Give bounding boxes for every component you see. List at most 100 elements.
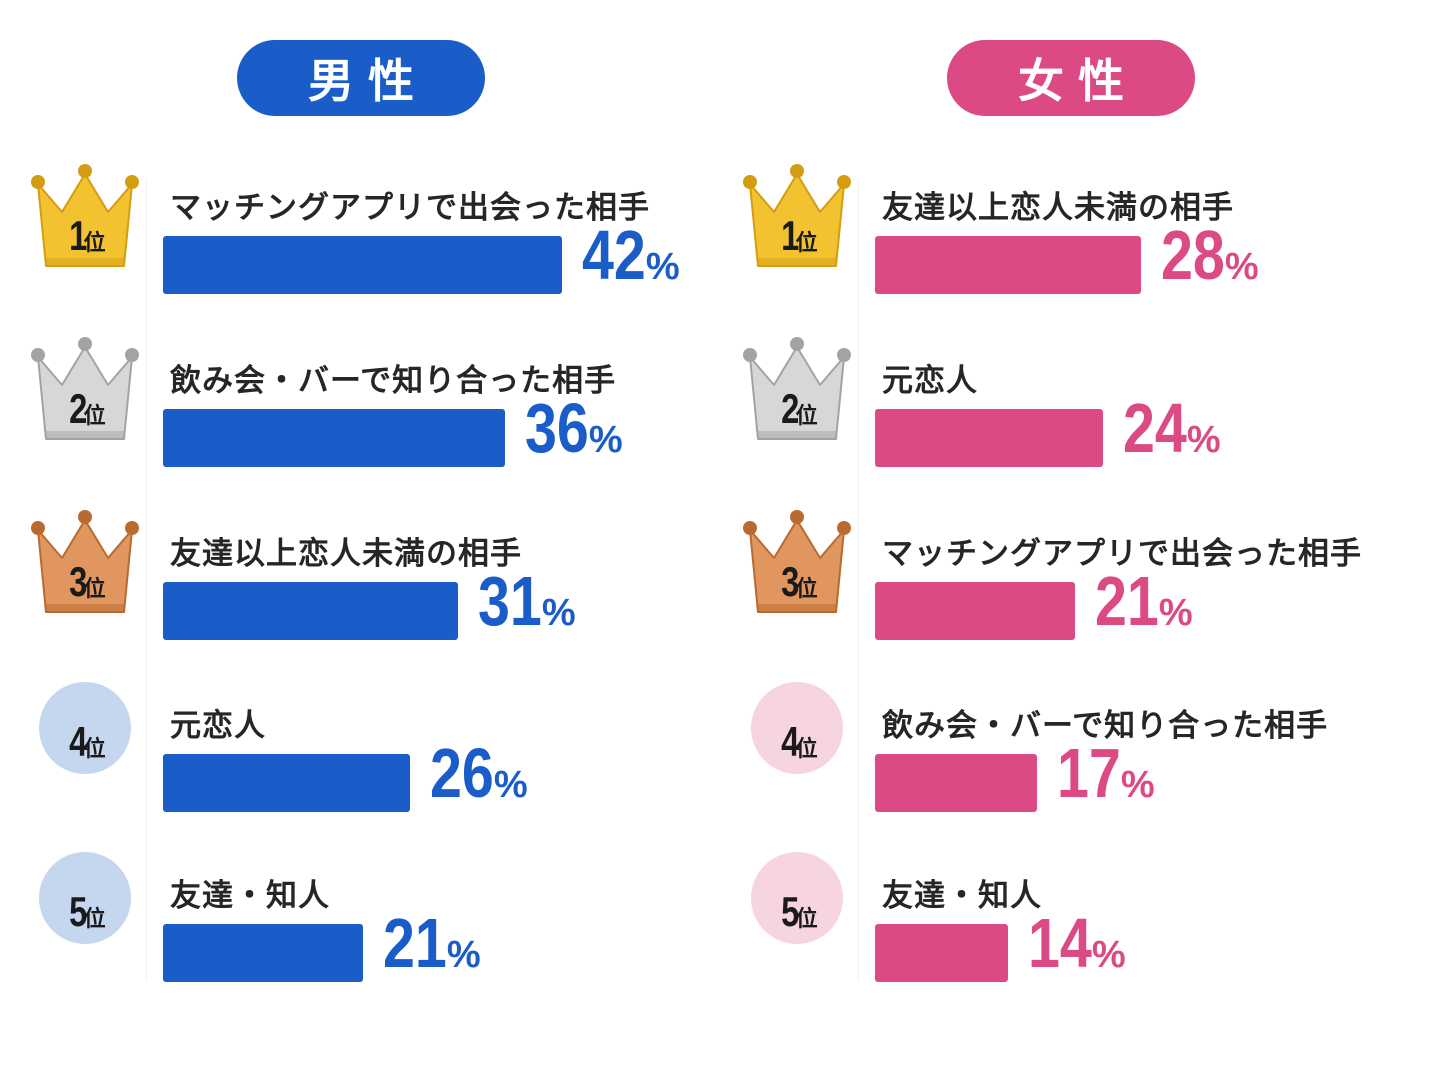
rank-circle: [39, 682, 131, 774]
value-label: 17%: [1057, 738, 1155, 808]
percent-sign: %: [1186, 419, 1221, 461]
rank-crown-badge: 3位: [742, 510, 852, 620]
crown-icon: [743, 337, 851, 440]
rank-number: 5: [781, 888, 800, 935]
bar: [163, 409, 505, 467]
rank-circle-badge: 5位: [742, 852, 852, 962]
crown-jewel: [31, 175, 45, 189]
rank-number: 2: [781, 385, 800, 432]
value-number: 28: [1161, 216, 1225, 294]
rank-suffix: 位: [795, 231, 818, 256]
category-label: 飲み会・バーで知り合った相手: [882, 708, 1329, 744]
crown-band: [758, 258, 836, 266]
bar: [875, 754, 1037, 812]
rank-row: 1位 マッチングアプリで出会った相手 42%: [0, 164, 724, 332]
rank-suffix: 位: [795, 907, 818, 932]
female-panel: 女性 1位 友達以上恋人未満の相手 28% 2位 元恋人 24% 3位 マッチングアプリで出会…: [712, 0, 1436, 1086]
male-divider: [146, 180, 147, 980]
value-label: 26%: [430, 738, 528, 808]
rank-number: 3: [69, 558, 88, 605]
percent-sign: %: [493, 764, 528, 806]
rank-suffix: 位: [83, 231, 106, 256]
crown-band: [46, 604, 124, 612]
value-label: 28%: [1161, 220, 1259, 290]
value-label: 14%: [1028, 908, 1126, 978]
bar: [163, 582, 458, 640]
rank-circle-badge: 4位: [30, 682, 140, 792]
percent-sign: %: [1224, 246, 1259, 288]
bar: [163, 754, 410, 812]
rank-row: 3位 友達以上恋人未満の相手 31%: [0, 510, 724, 678]
crown-icon: [31, 164, 139, 267]
rank-row: 5位 友達・知人 14%: [712, 852, 1436, 1020]
crown-jewel: [125, 175, 139, 189]
rank-row: 5位 友達・知人 21%: [0, 852, 724, 1020]
value-number: 14: [1028, 904, 1092, 982]
male-panel: 男性 1位 マッチングアプリで出会った相手 42% 2位 飲み会・バーで知り合った相手 3…: [0, 40, 724, 1020]
rank-crown-badge: 1位: [742, 164, 852, 274]
rank-circle-icon: [751, 852, 843, 944]
value-number: 24: [1123, 389, 1187, 467]
crown-jewel: [743, 175, 757, 189]
value-number: 42: [582, 216, 646, 294]
rank-row: 2位 元恋人 24%: [712, 337, 1436, 505]
percent-sign: %: [645, 246, 680, 288]
rank-circle-badge: 4位: [742, 682, 852, 792]
rank-row: 1位 友達以上恋人未満の相手 28%: [712, 164, 1436, 332]
rank-suffix: 位: [83, 907, 106, 932]
rank-number: 4: [781, 718, 800, 765]
percent-sign: %: [1120, 764, 1155, 806]
crown-jewel: [837, 175, 851, 189]
rank-suffix: 位: [83, 404, 106, 429]
value-number: 31: [478, 562, 542, 640]
rank-label: 1位: [742, 212, 852, 260]
rank-row: 4位 飲み会・バーで知り合った相手 17%: [712, 682, 1436, 850]
category-label: 友達・知人: [882, 878, 1042, 914]
crown-jewel: [31, 348, 45, 362]
value-label: 36%: [525, 393, 623, 463]
rank-suffix: 位: [795, 404, 818, 429]
rank-row: 2位 飲み会・バーで知り合った相手 36%: [0, 337, 724, 505]
rank-label: 2位: [30, 385, 140, 433]
rank-circle: [39, 852, 131, 944]
value-number: 21: [383, 904, 447, 982]
male-header-pill: 男性: [237, 40, 485, 116]
category-label: 友達以上恋人未満の相手: [882, 190, 1234, 226]
value-label: 21%: [383, 908, 481, 978]
rank-crown-badge: 2位: [742, 337, 852, 447]
bar: [875, 582, 1075, 640]
percent-sign: %: [541, 592, 576, 634]
category-label: 友達以上恋人未満の相手: [170, 536, 522, 572]
rank-suffix: 位: [795, 737, 818, 762]
rank-circle-icon: [39, 852, 131, 944]
crown-jewel: [78, 164, 92, 178]
category-label: 友達・知人: [170, 878, 330, 914]
bar: [163, 924, 363, 982]
percent-sign: %: [1158, 592, 1193, 634]
crown-jewel: [125, 521, 139, 535]
value-number: 21: [1095, 562, 1159, 640]
crown-icon: [743, 164, 851, 267]
rank-crown-badge: 3位: [30, 510, 140, 620]
percent-sign: %: [588, 419, 623, 461]
value-number: 36: [525, 389, 589, 467]
crown-band: [758, 604, 836, 612]
crown-jewel: [78, 337, 92, 351]
rank-number: 3: [781, 558, 800, 605]
crown-jewel: [790, 164, 804, 178]
rank-suffix: 位: [83, 577, 106, 602]
rank-circle: [751, 852, 843, 944]
value-label: 42%: [582, 220, 680, 290]
rank-row: 3位 マッチングアプリで出会った相手 21%: [712, 510, 1436, 678]
rank-circle-badge: 5位: [30, 852, 140, 962]
rank-label: 2位: [742, 385, 852, 433]
crown-icon: [31, 337, 139, 440]
crown-band: [46, 258, 124, 266]
crown-jewel: [743, 348, 757, 362]
value-label: 24%: [1123, 393, 1221, 463]
rank-suffix: 位: [83, 737, 106, 762]
rank-circle-icon: [39, 682, 131, 774]
rank-suffix: 位: [795, 577, 818, 602]
crown-jewel: [125, 348, 139, 362]
rank-crown-badge: 1位: [30, 164, 140, 274]
